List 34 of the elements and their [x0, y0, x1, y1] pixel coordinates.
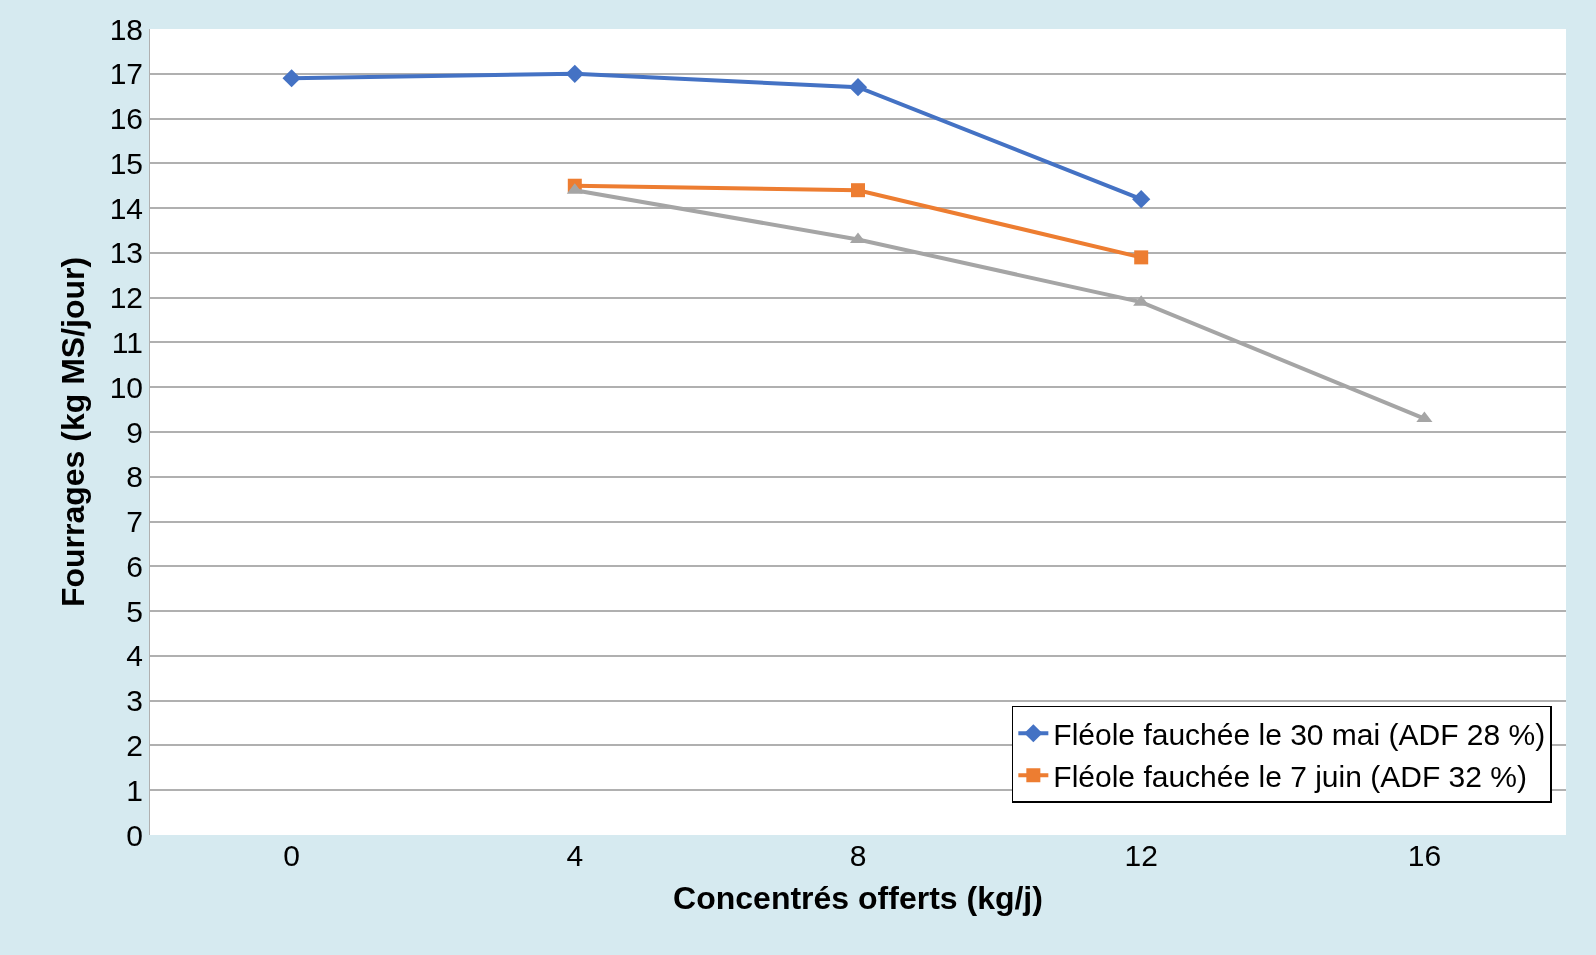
y-tick-label: 13: [109, 236, 143, 270]
point: [565, 64, 584, 83]
y-tick-label: 12: [109, 281, 143, 315]
x-axis-title: Concentrés offerts (kg/j): [673, 879, 1043, 916]
y-tick-label: 2: [126, 728, 143, 762]
y-tick-label: 9: [126, 415, 143, 449]
y-tick-label: 14: [109, 191, 143, 225]
point: [848, 78, 868, 97]
x-tick-label: 4: [566, 839, 584, 872]
y-tick-label: 3: [126, 684, 143, 718]
x-tick-label: 0: [283, 839, 300, 872]
x-tick-label: 8: [849, 839, 867, 872]
y-tick-label: 4: [126, 639, 143, 673]
y-axis-title: Fourrages (kg MS/jour): [54, 256, 91, 608]
y-tick-label: 6: [126, 549, 143, 583]
point: [282, 69, 301, 88]
point: [851, 183, 865, 198]
y-tick-label: 5: [126, 594, 143, 628]
point: [1132, 190, 1151, 209]
legend-label: Fléole fauchée le 7 juin (ADF 32 %): [1053, 759, 1527, 793]
y-tick-label: 8: [126, 460, 143, 494]
point: [1134, 250, 1149, 265]
y-tick-label: 11: [111, 325, 143, 359]
y-tick-label: 1: [126, 773, 143, 807]
x-tick-label: 16: [1407, 839, 1442, 872]
x-tick-label: 12: [1124, 839, 1158, 872]
y-tick-label: 15: [109, 146, 143, 180]
legend-label: Fléole fauchée le 30 mai (ADF 28 %): [1053, 717, 1546, 751]
y-tick-label: 7: [126, 505, 143, 539]
y-tick-label: 18: [109, 12, 143, 46]
point: [1416, 411, 1433, 423]
y-tick-label: 16: [109, 102, 143, 136]
y-tick-label: 17: [109, 57, 143, 91]
y-tick-label: 10: [109, 370, 143, 404]
